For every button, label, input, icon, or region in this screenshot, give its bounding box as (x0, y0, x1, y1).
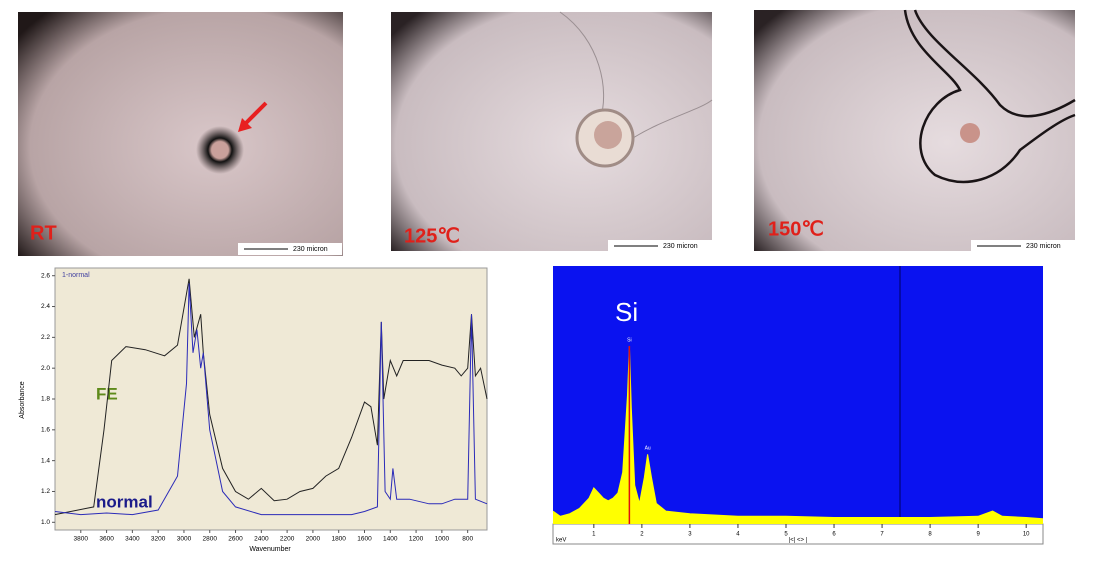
peak-label: Si (627, 337, 631, 343)
ir-plot-area (54, 267, 488, 531)
delamination-edge (903, 9, 1076, 184)
y-tick-label: 2.6 (41, 272, 50, 279)
x-tick-label: 3200 (151, 536, 166, 543)
x-tick-label: 1000 (435, 536, 450, 543)
x-tick-label: 1400 (383, 536, 398, 543)
spectrum-line (54, 278, 488, 516)
x-tick-label: 2800 (203, 536, 218, 543)
y-tick-label: 1.6 (41, 427, 50, 434)
x-tick-label: 7 (880, 532, 884, 538)
x-tick-label: 5 (784, 532, 788, 538)
scale-label: 230 micron (293, 246, 328, 253)
legend-title: 1-normal (62, 272, 90, 279)
label: 125℃ (404, 225, 460, 247)
peak-label: Au (645, 446, 651, 452)
x-tick-label: 8 (928, 532, 932, 538)
x-tick-label: 4 (736, 532, 740, 538)
scale-label: 230 micron (663, 243, 698, 250)
arrow (243, 101, 268, 126)
x-tick-label: 800 (462, 536, 473, 543)
scale-label: 230 micron (1026, 243, 1061, 250)
x-tick-label: 3 (688, 532, 692, 538)
y-tick-label: 1.0 (41, 519, 50, 526)
x-axis-label: Wavenumber (249, 546, 291, 553)
series-label: FE (96, 384, 118, 403)
element-label: Si (615, 297, 638, 327)
scale-bar-bg (238, 243, 342, 255)
y-tick-label: 2.2 (41, 334, 50, 341)
scale-bar-bg (608, 240, 712, 251)
x-axis-label: keV (556, 538, 566, 544)
defect (594, 121, 622, 149)
series-label: normal (96, 492, 153, 511)
y-tick-label: 1.4 (41, 457, 50, 464)
y-tick-label: 1.2 (41, 488, 50, 495)
micrograph: 125℃ 230 micron (391, 11, 713, 251)
micrograph-image (18, 12, 343, 256)
label: RT (30, 222, 57, 244)
defect (960, 123, 980, 143)
x-tick-label: 10 (1023, 532, 1030, 538)
x-tick-label: 3800 (74, 536, 89, 543)
scale-bar-bg (971, 240, 1075, 251)
label: 150℃ (768, 218, 824, 240)
x-tick-label: 1200 (409, 536, 424, 543)
micrograph-image (754, 10, 1075, 251)
spectrum-line (54, 283, 488, 516)
spectrum-fill (553, 346, 1043, 524)
x-tick-label: 3000 (177, 536, 192, 543)
x-tick-label: 2400 (254, 536, 269, 543)
x-tick-label: 3400 (125, 536, 140, 543)
micrograph: 150℃ 230 micron (754, 9, 1076, 251)
x-tick-label: 2000 (306, 536, 321, 543)
x-tick-label: 2600 (228, 536, 243, 543)
nav-label: |<| <> | (789, 538, 808, 544)
x-tick-label: 9 (976, 532, 980, 538)
x-tick-label: 6 (832, 532, 836, 538)
y-tick-label: 2.0 (41, 365, 50, 372)
micrograph-image (391, 12, 712, 251)
y-tick-label: 1.8 (41, 396, 50, 403)
x-tick-label: 1800 (331, 536, 346, 543)
micrograph: RT 230 micron (18, 12, 343, 256)
arrow-head (238, 118, 252, 132)
x-tick-label: 3600 (99, 536, 114, 543)
defect (196, 126, 244, 174)
x-tick-label: 2200 (280, 536, 295, 543)
x-tick-label: 1600 (357, 536, 372, 543)
x-tick-label: 2 (640, 532, 644, 538)
y-tick-label: 2.4 (41, 303, 50, 310)
y-axis-label: Absorbance (19, 381, 26, 418)
x-tick-label: 1 (592, 532, 596, 538)
spectrum-line (552, 345, 1044, 520)
